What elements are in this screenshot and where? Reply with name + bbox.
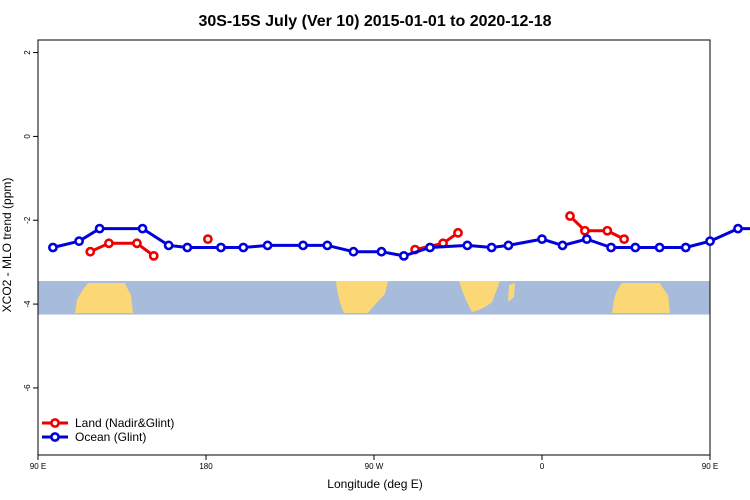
legend-label: Land (Nadir&Glint) (75, 416, 174, 430)
axes: 90 E 180 90 W 0 90 E 2 0 -2 -4 -6 (23, 39, 718, 471)
series-line (52, 227, 750, 258)
data-point (85, 246, 96, 257)
data-point (486, 242, 497, 253)
data-point (565, 211, 575, 221)
series-ocean (48, 223, 750, 261)
land-australia (75, 283, 133, 313)
data-point (132, 238, 142, 249)
data-point (94, 223, 105, 234)
data-point (537, 234, 547, 245)
series-line (568, 214, 625, 241)
x-tick-label: 90 E (30, 462, 46, 471)
y-tick-label: 2 (23, 50, 32, 55)
land-masses (75, 281, 670, 313)
series-line (89, 241, 155, 258)
data-point (654, 242, 665, 253)
data-point (202, 234, 213, 245)
x-tick-label: 90 E (702, 462, 718, 471)
x-axis-label: Longitude (deg E) (327, 477, 422, 491)
legend-marker (50, 432, 60, 442)
data-point (148, 250, 159, 261)
data-point (48, 242, 58, 253)
chart-title: 30S-15S July (Ver 10) 2015-01-01 to 2020… (198, 13, 551, 30)
data-point (322, 240, 333, 251)
data-point (376, 246, 387, 257)
data-point (503, 240, 514, 251)
data-point (602, 225, 613, 236)
land-south-america (336, 281, 388, 313)
data-point (348, 246, 359, 257)
data-point (606, 242, 616, 253)
data-point (137, 223, 148, 234)
data-point (398, 250, 409, 261)
data-point (619, 234, 630, 245)
data-point (580, 225, 590, 236)
data-point (630, 242, 641, 253)
data-point (680, 242, 691, 253)
land-australia-repeat (612, 283, 670, 313)
data-point (462, 240, 473, 251)
data-point (163, 240, 174, 251)
x-tick-label: 90 W (365, 462, 384, 471)
data-point (104, 238, 114, 249)
data-point (262, 240, 273, 251)
data-point (216, 242, 226, 253)
land-madagascar (508, 283, 515, 302)
data-point (705, 236, 715, 247)
data-point (74, 236, 84, 247)
data-point (425, 242, 435, 253)
legend-marker (50, 418, 60, 428)
map-strip (38, 281, 710, 315)
legend-label: Ocean (Glint) (75, 430, 146, 444)
series-land (85, 211, 630, 261)
data-point (182, 242, 193, 253)
land-africa (459, 281, 500, 312)
data-point (453, 227, 463, 238)
data-point (733, 223, 743, 234)
data-point (581, 234, 592, 245)
y-tick-label: -6 (23, 384, 32, 392)
legend: Land (Nadir&Glint)Ocean (Glint) (42, 416, 174, 444)
x-tick-label: 0 (540, 462, 545, 471)
y-tick-label: -4 (23, 300, 32, 308)
y-axis-label: XCO2 - MLO trend (ppm) (0, 178, 14, 313)
data-point (557, 240, 568, 251)
data-point (298, 240, 308, 251)
data-point (238, 242, 249, 253)
y-tick-label: -2 (23, 216, 32, 224)
plot-area (48, 211, 750, 261)
x-tick-label: 180 (199, 462, 213, 471)
y-tick-label: 0 (23, 134, 32, 139)
